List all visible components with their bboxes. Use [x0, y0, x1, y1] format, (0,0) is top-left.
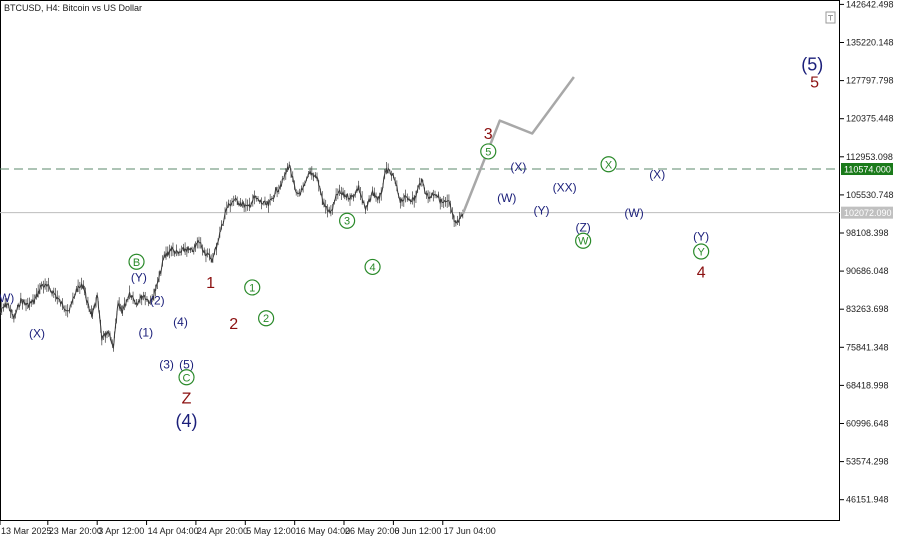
wave-label: (4): [173, 315, 188, 329]
wave-label: 5: [810, 75, 819, 92]
price-series-layer: [0, 161, 464, 352]
wave-label: (Y): [131, 270, 147, 284]
y-tick-label: 120375.448: [846, 114, 894, 124]
x-tick-label: 16 May 04:00: [296, 526, 351, 536]
wave-label: (5): [801, 54, 823, 74]
x-tick-label: 17 Jun 04:00: [444, 526, 496, 536]
wave-label: (W): [624, 206, 643, 220]
y-tick-label: 142642.498: [846, 0, 894, 9]
x-tick-label: 24 Apr 20:00: [197, 526, 248, 536]
wave-label: (X): [510, 160, 526, 174]
wave-label: 2: [229, 316, 238, 333]
wave-label: (1): [138, 325, 153, 339]
wave-label-circled: 4: [364, 258, 381, 276]
wave-label: (X): [649, 168, 665, 182]
price-levels: [0, 168, 840, 214]
x-tick-label: 14 Apr 04:00: [148, 526, 199, 536]
y-tick-label: 83263.698: [846, 304, 889, 314]
wave-label: 3: [484, 126, 493, 143]
wave-label: (5): [179, 358, 194, 372]
wave-label: Z: [182, 390, 192, 407]
wave-circle-icon: [600, 156, 617, 173]
wave-circle-icon: [575, 232, 592, 249]
wave-label-circled: C: [178, 369, 195, 386]
y-tick-label: 60996.648: [846, 418, 889, 428]
wave-label-circled: 5: [480, 143, 497, 160]
wave-label: (3): [159, 358, 174, 372]
current-price-tag-text: 102072.090: [844, 208, 892, 218]
x-tick-label: 13 Mar 2025: [1, 526, 52, 536]
y-tick-label: 112953.098: [846, 152, 893, 162]
wave-label-circled: W: [575, 232, 592, 249]
wave-label-text: 5: [485, 146, 491, 158]
y-tick-label: 135220.148: [846, 38, 894, 48]
wave-label-circled: 2: [258, 310, 275, 327]
wave-label-circled: B: [128, 253, 145, 270]
wave-label-text: 1: [249, 282, 255, 294]
x-tick-label: 23 Mar 20:00: [49, 526, 102, 536]
y-tick-label: 105530.748: [846, 190, 894, 200]
wave-label-text: 3: [344, 216, 350, 228]
y-tick-label: 53574.298: [846, 457, 889, 467]
x-tick-label: 3 Apr 12:00: [98, 526, 144, 536]
forecast-wave-path: [461, 76, 575, 215]
x-tick-label: 26 May 20:00: [345, 526, 400, 536]
wave-circle-icon: [244, 279, 261, 296]
wave-label-text: B: [133, 257, 140, 269]
wave-circle-icon: [128, 253, 145, 270]
wave-label: 1: [206, 275, 215, 292]
wave-label: (Y): [693, 229, 709, 243]
wave-circle-icon: [480, 143, 497, 160]
wave-label-text: X: [605, 159, 613, 171]
wave-labels-layer: (W)(X)B(Y)(2)(1)(4)(3)(5)CZ(4)12123435(X…: [0, 54, 823, 431]
x-tick-label: 5 May 12:00: [246, 526, 296, 536]
wave-label: (Y): [533, 204, 549, 218]
wave-label-text: C: [183, 372, 191, 384]
wave-label: (W): [497, 191, 516, 205]
y-tick-label: 46151.948: [846, 495, 889, 505]
y-tick-label: 90686.048: [846, 266, 889, 276]
wave-circle-icon: [693, 243, 710, 260]
forecast-layer: [461, 76, 575, 215]
chart-title: BTCUSD, H4: Bitcoin vs US Dollar: [4, 3, 142, 13]
wave-label-circled: 3: [339, 212, 356, 229]
wave-label-text: W: [578, 236, 589, 248]
plot-frame: [0, 0, 840, 521]
wave-label-circled: Y: [693, 243, 710, 260]
wave-label: (W): [0, 291, 14, 305]
price-tags-layer: 110574.000 102072.090: [841, 163, 893, 219]
resistance-price-tag: 110574.000: [841, 163, 893, 176]
y-tick-label: 98108.398: [846, 228, 889, 238]
wave-circle-icon: [364, 258, 381, 276]
x-tick-label: 6 Jun 12:00: [394, 526, 441, 536]
y-tick-label: 68418.998: [846, 380, 889, 390]
y-axis: 142642.498 135220.148 127797.798 120375.448…: [840, 0, 894, 505]
window-menu-icon[interactable]: [825, 11, 836, 24]
wave-label-text: 4: [369, 262, 375, 274]
y-tick-label: 127797.798: [846, 76, 894, 86]
wave-label-circled: 1: [244, 279, 261, 296]
current-price-tag: 102072.090: [841, 206, 893, 219]
current-price-tag-bg: [841, 206, 893, 219]
y-tick-label: 75841.348: [846, 342, 889, 352]
wave-label: (4): [176, 411, 198, 431]
price-series-line: [0, 163, 464, 349]
wave-label: (XX): [553, 181, 577, 195]
wave-label: (X): [29, 326, 45, 340]
resistance-price-tag-bg: [841, 163, 893, 176]
wave-label-text: Y: [697, 247, 705, 259]
wave-label: (2): [150, 293, 165, 307]
wave-circle-icon: [339, 212, 356, 229]
wave-label-text: 2: [263, 313, 269, 325]
wave-label-circled: X: [600, 156, 617, 173]
resistance-price-tag-text: 110574.000: [844, 165, 891, 175]
wave-circle-icon: [178, 369, 195, 386]
wave-label: 4: [697, 265, 706, 282]
wave-label: (Z): [575, 221, 590, 235]
wave-circle-icon: [258, 310, 275, 327]
